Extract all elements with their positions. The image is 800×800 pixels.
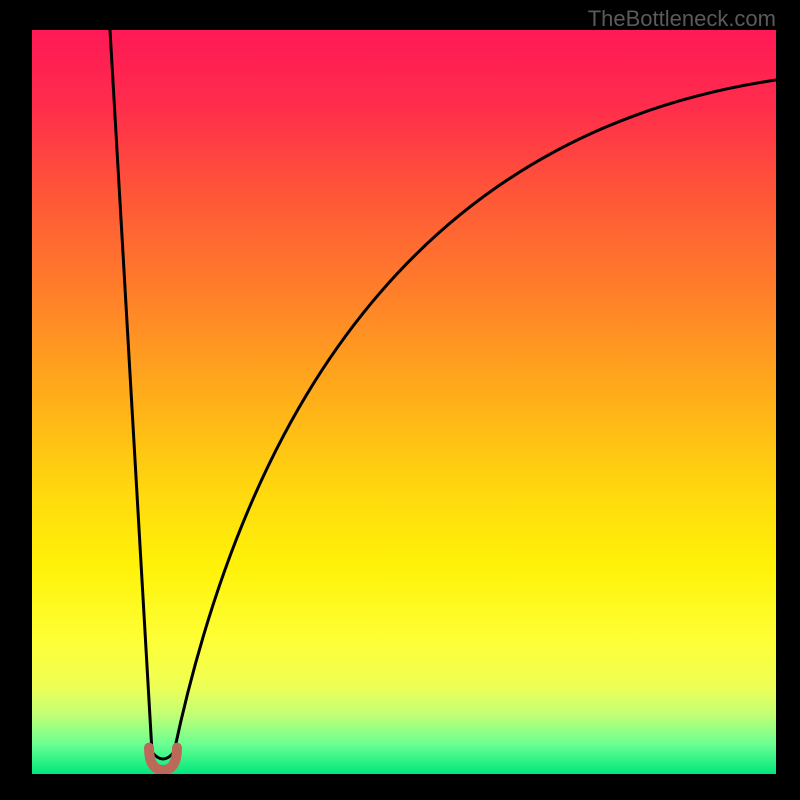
watermark-text: TheBottleneck.com — [588, 6, 776, 32]
plot-area — [32, 30, 776, 774]
chart-container: TheBottleneck.com — [0, 0, 800, 800]
gradient-background — [32, 30, 776, 774]
